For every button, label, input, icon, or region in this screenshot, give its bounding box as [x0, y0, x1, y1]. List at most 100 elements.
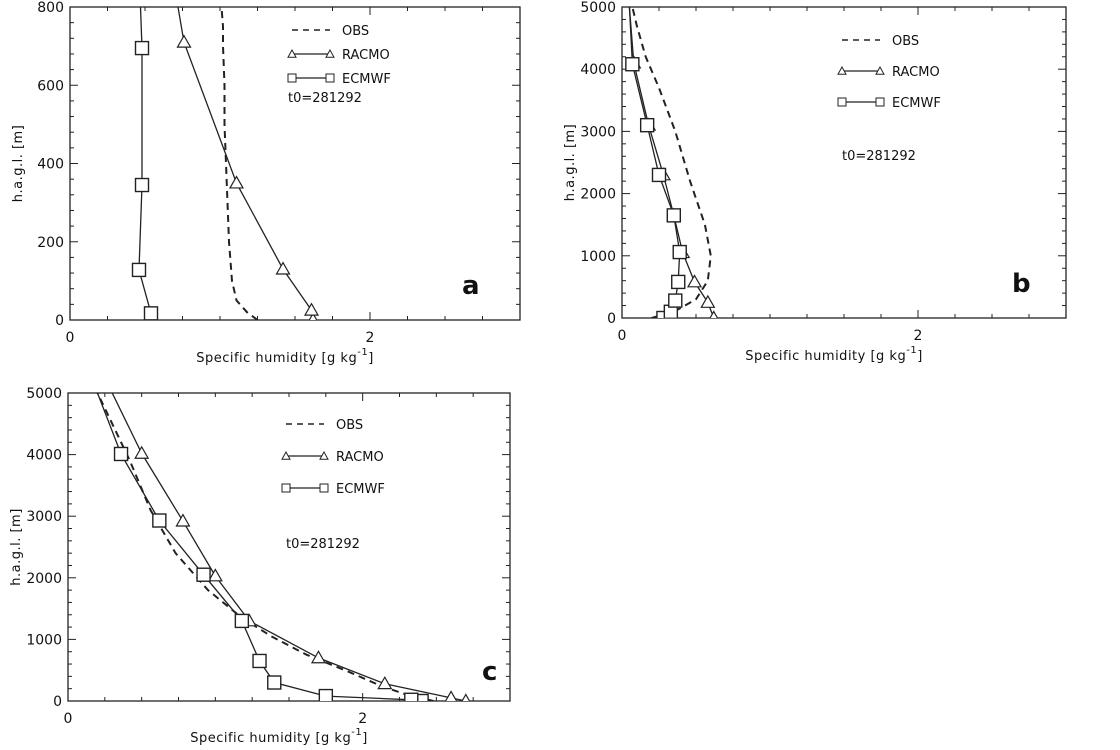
legend-label: ECMWF	[892, 96, 941, 111]
triangle-marker	[275, 261, 291, 275]
series-ecmwf	[131, 7, 159, 320]
x-axis-label-sup: -1	[906, 345, 917, 356]
legend-square	[875, 97, 885, 107]
y-tick-label: 0	[53, 694, 62, 710]
panel-letter-b: b	[1012, 269, 1031, 299]
legend-triangle	[319, 450, 329, 460]
y-axis-label: h.a.g.l. [m]	[11, 125, 26, 203]
square-marker	[252, 653, 267, 669]
triangle-marker	[709, 310, 719, 318]
x-axis-label-main: Specific humidity [g kg	[745, 349, 906, 364]
y-tick-label: 5000	[580, 0, 616, 16]
square-marker	[318, 688, 334, 701]
y-tick-label: 0	[607, 311, 616, 327]
panel-letter-c: c	[482, 657, 497, 687]
square-marker	[134, 177, 150, 193]
triangle-marker	[377, 676, 393, 690]
series-racmo	[176, 7, 320, 320]
y-tick-label: 2000	[580, 187, 616, 203]
y-tick-label: 200	[37, 235, 64, 251]
triangle-marker	[308, 312, 318, 320]
y-tick-label: 3000	[580, 124, 616, 140]
y-tick-label: 1000	[26, 632, 62, 648]
series-ecmwf	[96, 393, 429, 701]
triangle-marker	[461, 693, 471, 701]
legend-item-ecmwf: ECMWF	[281, 482, 385, 497]
series-line-ecmwf	[628, 7, 681, 318]
square-marker	[134, 40, 150, 56]
triangle-marker	[207, 568, 223, 582]
y-axis-label: h.a.g.l. [m]	[9, 508, 24, 586]
x-tick-label: 0	[618, 328, 627, 344]
square-marker	[668, 293, 683, 308]
annotation-t0: t0=281292	[842, 149, 916, 164]
legend-item-ecmwf: ECMWF	[287, 72, 391, 87]
annotation-t0: t0=281292	[288, 91, 362, 106]
y-tick-label: 4000	[580, 62, 616, 78]
square-marker	[651, 167, 667, 183]
triangle-marker	[700, 294, 716, 308]
x-tick-label: 2	[914, 328, 923, 344]
y-tick-label: 2000	[26, 571, 62, 587]
square-marker	[625, 57, 640, 72]
x-axis-label-sup: -1	[351, 727, 362, 738]
legend-label: ECMWF	[336, 482, 385, 497]
legend-square	[287, 73, 297, 83]
square-marker	[152, 513, 167, 528]
y-tick-label: 3000	[26, 509, 62, 525]
triangle-marker	[175, 513, 191, 527]
series-ecmwf	[625, 7, 687, 318]
square-marker	[234, 613, 250, 629]
panel-c: 0 2 0 1000 2000 3000 4000 5000 Specific humidity…	[9, 386, 511, 746]
x-axis-label-sup: -1	[357, 347, 368, 358]
x-axis-label-end: ]	[362, 731, 368, 746]
square-marker	[196, 567, 211, 582]
legend-triangle	[325, 48, 335, 58]
legend-triangle	[837, 65, 847, 75]
triangle-marker	[444, 690, 458, 701]
y-tick-label: 400	[37, 157, 64, 173]
square-marker	[404, 692, 419, 701]
panel-b: 0 2 0 1000 2000 3000 4000 5000 Specific humidity…	[563, 0, 1067, 364]
legend-label: OBS	[342, 24, 369, 39]
legend-item-obs: OBS	[292, 24, 369, 39]
y-tick-label: 600	[37, 78, 64, 94]
square-marker	[414, 693, 429, 701]
x-tick-label: 2	[366, 330, 375, 346]
square-marker	[131, 262, 147, 278]
x-tick-label: 0	[66, 330, 75, 346]
square-marker	[672, 244, 687, 260]
series-line-ecmwf	[96, 393, 422, 701]
series-line-obs	[220, 7, 259, 320]
y-tick-label: 800	[37, 0, 64, 16]
triangle-marker	[303, 302, 320, 316]
x-axis-label: Specific humidity [g kg-1]	[196, 347, 374, 366]
legend-square	[319, 483, 329, 493]
x-axis-label-main: Specific humidity [g kg	[190, 731, 351, 746]
square-marker	[666, 208, 681, 223]
triangle-marker	[134, 445, 150, 459]
triangle-marker	[228, 175, 245, 189]
square-marker	[267, 675, 282, 690]
series-obs	[631, 7, 712, 318]
x-axis-label-main: Specific humidity [g kg	[196, 351, 357, 366]
x-axis-label-end: ]	[368, 351, 374, 366]
square-marker	[656, 310, 671, 318]
legend-item-racmo: RACMO	[837, 65, 940, 80]
series-obs	[220, 7, 259, 320]
x-axis-label: Specific humidity [g kg-1]	[745, 345, 923, 364]
legend-item-obs: OBS	[286, 418, 363, 433]
x-tick-label: 0	[64, 711, 73, 727]
x-axis-label: Specific humidity [g kg-1]	[190, 727, 368, 746]
triangle-marker	[686, 274, 703, 288]
legend-label: OBS	[336, 418, 363, 433]
legend-label: RACMO	[342, 48, 390, 63]
legend-item-ecmwf: ECMWF	[837, 96, 941, 111]
square-marker	[143, 306, 159, 320]
legend-item-racmo: RACMO	[287, 48, 390, 63]
series-line-obs	[631, 7, 712, 318]
y-tick-label: 1000	[580, 249, 616, 265]
square-marker	[639, 117, 655, 133]
x-tick-label: 2	[358, 711, 367, 727]
legend-label: OBS	[892, 34, 919, 49]
